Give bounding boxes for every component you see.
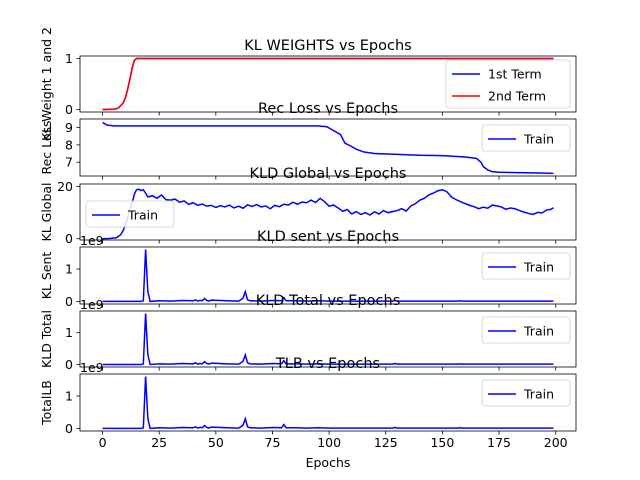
x-tick-label: 50 <box>208 435 224 450</box>
subplot-title: Rec Loss vs Epochs <box>258 101 398 117</box>
subplot-title: KLD Total vs Epochs <box>256 293 401 309</box>
subplot-6: 0 1 0 25 50 75 100 125 150 175 200 TLB vs Epochs Tot… <box>39 356 577 470</box>
offset-label: 1e9 <box>80 233 104 248</box>
subplot-title: KL WEIGHTS vs Epochs <box>244 38 411 54</box>
x-tick-label: 100 <box>317 435 341 450</box>
legend: Train <box>481 316 571 344</box>
y-tick-label: 0 <box>65 357 73 372</box>
subplot-5: 0 1 KLD Total vs Epochs KLD Total 1e9 Train <box>39 293 577 372</box>
legend-label: Train <box>523 387 554 402</box>
y-tick-label: 1 <box>65 325 73 340</box>
legend-label: Train <box>523 260 554 275</box>
series-line-2 <box>102 57 554 111</box>
y-axis-label: KL Sent <box>39 252 54 300</box>
legend: Train <box>85 200 175 228</box>
series-line-1 <box>102 121 554 175</box>
y-tick-label: 0 <box>65 231 73 246</box>
y-tick-label: 8 <box>65 137 73 152</box>
x-tick-label: 75 <box>265 435 281 450</box>
subplot-title: TLB vs Epochs <box>275 356 380 372</box>
x-tick-label: 150 <box>430 435 454 450</box>
legend: Train <box>481 124 571 152</box>
legend: Train <box>481 379 571 407</box>
x-tick-label: 25 <box>151 435 167 450</box>
x-tick-label: 0 <box>99 435 107 450</box>
legend-label: Train <box>523 132 554 147</box>
series-line-1 <box>102 376 554 430</box>
subplot-1: 0 1 KL WEIGHTS vs Epochs KL Weight 1 and 2 1… <box>39 27 577 141</box>
x-tick-label: 125 <box>374 435 398 450</box>
series-line-1 <box>102 249 554 303</box>
x-tick-label: 200 <box>544 435 568 450</box>
legend: 1st Term 2nd Term <box>445 59 571 109</box>
offset-label: 1e9 <box>80 360 104 375</box>
y-tick-label: 20 <box>57 179 73 194</box>
legend-label: Train <box>523 324 554 339</box>
y-axis-label: Rec Loss <box>39 120 54 174</box>
x-tick-label: 175 <box>487 435 511 450</box>
subplot-title: KLD sent vs Epochs <box>257 229 399 245</box>
offset-label: 1e9 <box>80 297 104 312</box>
subplot-2: 7 8 9 Rec Loss vs Epochs Rec Loss Train <box>39 101 577 180</box>
y-axis-label: KL Weight 1 and 2 <box>39 27 54 141</box>
x-axis-label: Epochs <box>306 455 351 470</box>
y-axis-label: KL Global <box>39 182 54 241</box>
legend-box <box>481 252 571 280</box>
y-tick-label: 1 <box>65 389 73 404</box>
y-tick-label: 7 <box>65 155 73 170</box>
legend-label: 2nd Term <box>488 89 546 104</box>
y-axis-label: TotalLB <box>39 380 54 426</box>
legend-box <box>481 124 571 152</box>
legend: Train <box>481 252 571 280</box>
series-line-1 <box>102 313 554 366</box>
y-tick-label: 1 <box>65 51 73 66</box>
subplot-4: 0 1 KLD sent vs Epochs KL Sent 1e9 Train <box>39 229 577 309</box>
subplot-title: KLD Global vs Epochs <box>250 166 407 182</box>
legend-box <box>481 379 571 407</box>
y-axis-label: KLD Total <box>39 310 54 368</box>
legend-label: 1st Term <box>488 67 542 82</box>
y-tick-label: 0 <box>65 102 73 117</box>
y-tick-label: 0 <box>65 294 73 309</box>
y-tick-label: 9 <box>65 120 73 135</box>
y-tick-label: 0 <box>65 421 73 436</box>
subplot-3: 0 20 KLD Global vs Epochs KL Global Train <box>39 166 577 246</box>
series-line-1 <box>102 188 554 240</box>
legend-box <box>85 200 175 228</box>
legend-label: Train <box>127 208 158 223</box>
legend-box <box>481 316 571 344</box>
y-tick-label: 1 <box>65 262 73 277</box>
